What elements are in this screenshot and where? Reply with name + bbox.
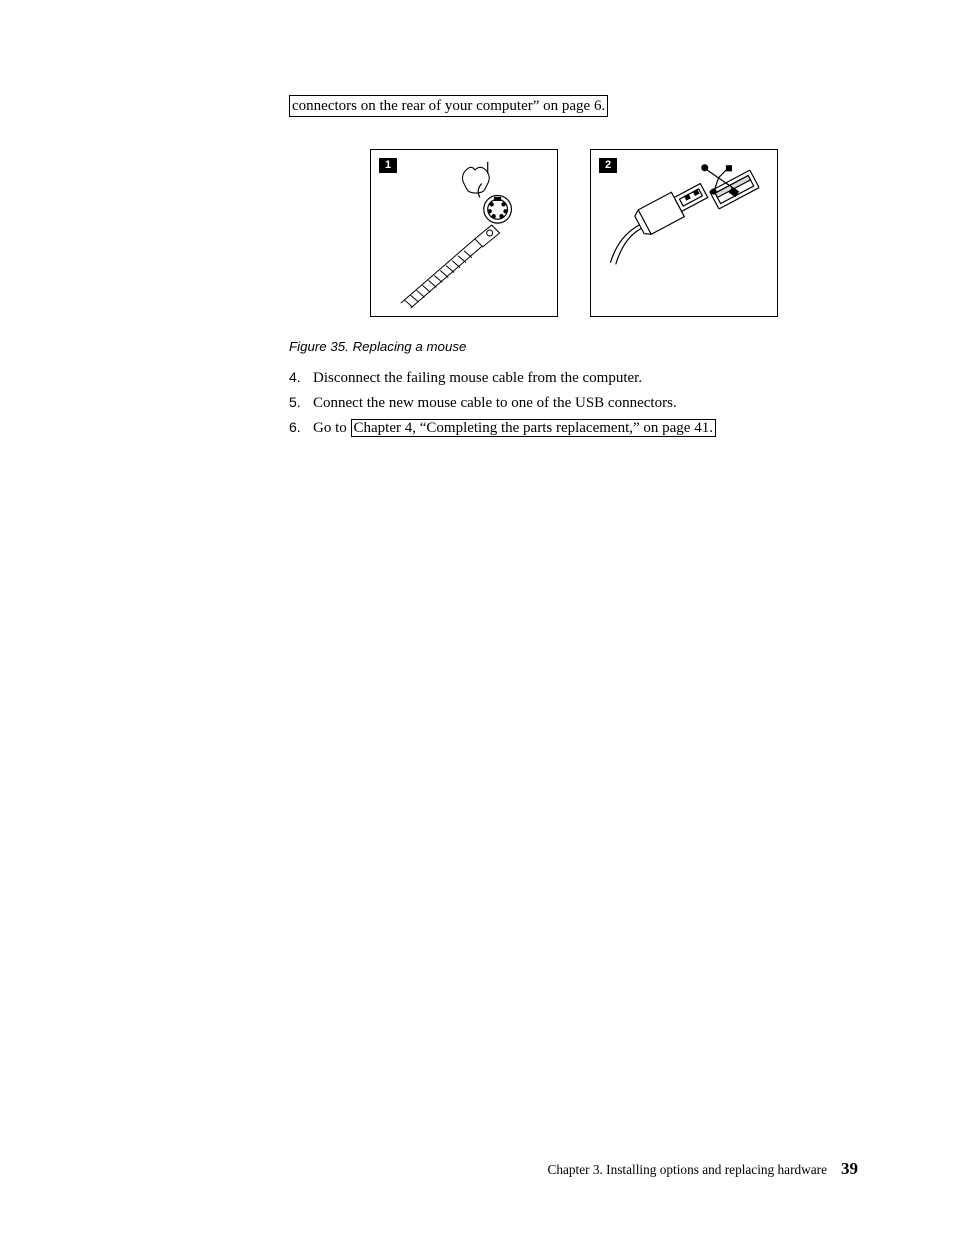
chapter-4-link[interactable]: Chapter 4, “Completing the parts replace… <box>351 419 716 437</box>
step-6-prefix: Go to <box>313 420 351 436</box>
steps-list: Disconnect the failing mouse cable from … <box>289 368 859 439</box>
figure-caption: Figure 35. Replacing a mouse <box>289 339 859 354</box>
page: connectors on the rear of your computer”… <box>0 0 954 1235</box>
page-footer: Chapter 3. Installing options and replac… <box>547 1159 858 1179</box>
ps2-connector-icon <box>371 150 557 316</box>
figure-row: 1 <box>289 149 859 317</box>
figure-panel-1: 1 <box>370 149 558 317</box>
step-6: Go to Chapter 4, “Completing the parts r… <box>289 418 859 439</box>
continuation-link[interactable]: connectors on the rear of your computer”… <box>289 95 608 117</box>
step-5: Connect the new mouse cable to one of th… <box>289 393 859 414</box>
content-column: connectors on the rear of your computer”… <box>289 95 859 443</box>
step-5-text: Connect the new mouse cable to one of th… <box>313 395 677 411</box>
footer-text: Chapter 3. Installing options and replac… <box>547 1162 827 1178</box>
figure-panel-2: 2 <box>590 149 778 317</box>
page-number: 39 <box>841 1159 858 1179</box>
step-4-text: Disconnect the failing mouse cable from … <box>313 370 642 386</box>
usb-connector-icon <box>591 150 777 316</box>
step-4: Disconnect the failing mouse cable from … <box>289 368 859 389</box>
